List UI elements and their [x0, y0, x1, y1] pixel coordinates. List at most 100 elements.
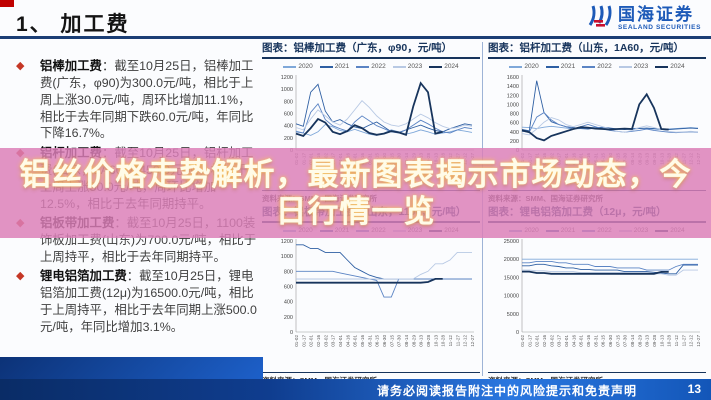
svg-text:10-28: 10-28: [441, 335, 446, 347]
bullet-lead: 锂电铝箔加工费: [40, 269, 127, 283]
legend-label: 2022: [597, 63, 612, 70]
svg-text:1600: 1600: [507, 75, 519, 81]
svg-text:25000: 25000: [504, 239, 519, 245]
legend-item: 2021: [545, 63, 576, 70]
legend-label: 2023: [407, 63, 423, 70]
svg-text:11-12: 11-12: [448, 335, 453, 347]
svg-text:400: 400: [284, 124, 293, 130]
legend-swatch: [319, 65, 333, 68]
legend-item: 2021: [319, 63, 350, 70]
svg-text:800: 800: [284, 99, 293, 105]
svg-text:600: 600: [284, 285, 293, 291]
chart-legend: 2020 2021 2022 2023 2024: [488, 61, 706, 72]
svg-text:06-15: 06-15: [601, 335, 606, 347]
logo-en-text: SEALAND SECURITIES: [617, 23, 701, 31]
svg-text:09-13: 09-13: [645, 335, 650, 347]
svg-text:02-16: 02-16: [316, 335, 321, 347]
sealand-logo: 国海证券 SEALAND SECURITIES: [587, 3, 701, 34]
svg-text:09-28: 09-28: [426, 335, 431, 347]
svg-text:12-27: 12-27: [470, 335, 475, 347]
legend-item: 2023: [392, 63, 423, 70]
svg-text:01-02: 01-02: [520, 335, 525, 347]
title-rule: [0, 36, 711, 39]
legend-swatch: [429, 65, 443, 68]
svg-text:03-02: 03-02: [549, 335, 554, 347]
legend-item: 2023: [618, 63, 649, 70]
headline-overlay-band: 铝丝价格走势解析，最新图表揭示市场动态，今 日行情一览: [0, 148, 711, 238]
svg-text:05-31: 05-31: [367, 335, 372, 347]
diamond-bullet-icon: ◆: [16, 270, 25, 282]
legend-item: 2024: [655, 63, 685, 70]
legend-swatch: [655, 65, 669, 68]
legend-swatch: [618, 65, 632, 68]
svg-text:0: 0: [516, 330, 519, 336]
svg-text:1200: 1200: [281, 239, 293, 245]
legend-swatch: [392, 65, 406, 68]
svg-text:04-01: 04-01: [564, 335, 569, 347]
svg-text:1200: 1200: [507, 93, 519, 99]
legend-label: 2023: [633, 63, 649, 70]
svg-text:03-17: 03-17: [331, 335, 336, 347]
legend-item: 2022: [356, 63, 386, 70]
svg-text:1000: 1000: [281, 87, 293, 93]
svg-text:15000: 15000: [504, 275, 519, 281]
svg-text:400: 400: [284, 300, 293, 306]
svg-text:03-17: 03-17: [557, 335, 562, 347]
legend-label: 2024: [444, 63, 459, 70]
svg-text:200: 200: [284, 315, 293, 321]
legend-item: 2022: [582, 63, 612, 70]
headline-line-1: 铝丝价格走势解析，最新图表揭示市场动态，今: [19, 157, 692, 192]
svg-text:11-27: 11-27: [681, 335, 686, 347]
svg-text:05-31: 05-31: [593, 335, 598, 347]
page-title: 1、 加工费: [16, 13, 130, 36]
svg-text:10-13: 10-13: [659, 335, 664, 347]
svg-text:05-16: 05-16: [360, 335, 365, 347]
footer-bar: [0, 379, 711, 400]
logo-cn-text: 国海证券: [617, 4, 694, 24]
svg-text:08-14: 08-14: [630, 335, 635, 347]
svg-text:01-17: 01-17: [301, 335, 306, 347]
svg-text:02-01: 02-01: [309, 335, 314, 347]
legend-swatch: [582, 65, 596, 68]
line-chart-plot: 0 5000 10000 15000 20000 25000 01-02 01-17 02-01…: [504, 239, 701, 347]
svg-text:06-30: 06-30: [382, 335, 387, 347]
svg-text:08-29: 08-29: [637, 335, 642, 347]
svg-text:04-16: 04-16: [345, 335, 350, 347]
svg-text:07-30: 07-30: [623, 335, 628, 347]
svg-text:1000: 1000: [281, 254, 293, 260]
svg-text:800: 800: [510, 112, 519, 118]
bullet-body: ：截至10月25日，锂电铝箔加工费(12μ)为16500.0元/吨，相比于上周持…: [40, 269, 257, 334]
svg-text:07-15: 07-15: [389, 335, 394, 347]
footer-page-number: 13: [687, 382, 701, 396]
legend-label: 2021: [334, 63, 350, 70]
svg-text:02-01: 02-01: [535, 335, 540, 347]
svg-text:07-30: 07-30: [397, 335, 402, 347]
svg-text:09-13: 09-13: [419, 335, 424, 347]
diamond-bullet-icon: ◆: [16, 60, 25, 72]
svg-text:200: 200: [510, 139, 519, 145]
legend-label: 2021: [560, 63, 576, 70]
svg-text:12-27: 12-27: [696, 335, 701, 347]
svg-text:11-27: 11-27: [455, 335, 460, 347]
chart-title: 图表：铝杆加工费（山东，1A60，元/吨）: [488, 40, 706, 59]
svg-text:600: 600: [284, 112, 293, 118]
svg-text:05-01: 05-01: [353, 335, 358, 347]
legend-item: 2020: [509, 63, 539, 70]
legend-swatch: [356, 65, 370, 68]
legend-label: 2024: [670, 63, 685, 70]
svg-text:05-16: 05-16: [586, 335, 591, 347]
svg-text:05-01: 05-01: [579, 335, 584, 347]
svg-text:12-12: 12-12: [689, 335, 694, 347]
legend-label: 2020: [524, 63, 539, 70]
footer-disclaimer: 请务必阅读报告附注中的风险提示和免责声明: [376, 384, 637, 398]
svg-text:04-01: 04-01: [338, 335, 343, 347]
legend-item: 2020: [283, 63, 313, 70]
svg-text:06-30: 06-30: [608, 335, 613, 347]
legend-swatch: [283, 65, 297, 68]
svg-text:01-02: 01-02: [294, 335, 299, 347]
chart-title: 图表：铝棒加工费（广东，φ90，元/吨）: [262, 40, 480, 59]
legend-label: 2020: [298, 63, 313, 70]
svg-text:10000: 10000: [504, 294, 519, 300]
